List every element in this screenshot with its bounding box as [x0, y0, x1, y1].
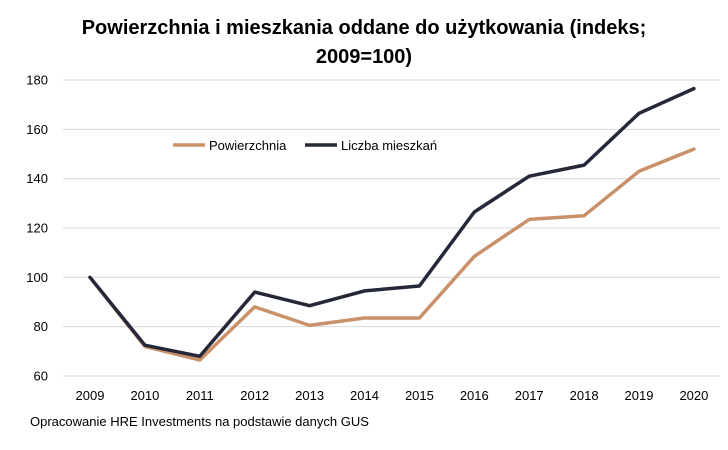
x-tick-label: 2017 — [515, 388, 544, 403]
y-tick-label: 160 — [26, 122, 48, 137]
y-axis-ticks: 60 80 100 120 140 160 180 — [26, 73, 48, 384]
y-tick-label: 120 — [26, 221, 48, 236]
x-tick-label: 2009 — [76, 388, 105, 403]
legend: Powierzchnia Liczba mieszkań — [173, 138, 437, 153]
x-tick-label: 2018 — [570, 388, 599, 403]
series-line-0 — [88, 147, 696, 362]
x-tick-label: 2015 — [405, 388, 434, 403]
series-lines — [88, 86, 696, 362]
x-tick-label: 2016 — [460, 388, 489, 403]
series-line-1 — [88, 86, 696, 359]
y-tick-label: 80 — [34, 319, 48, 334]
source-note: Opracowanie HRE Investments na podstawie… — [30, 414, 369, 429]
x-tick-label: 2010 — [130, 388, 159, 403]
x-tick-label: 2012 — [240, 388, 269, 403]
x-tick-label: 2011 — [186, 388, 214, 403]
x-tick-label: 2019 — [625, 388, 654, 403]
y-tick-label: 180 — [26, 73, 48, 88]
x-axis-ticks: 2009 2010 2011 2012 2013 2014 2015 2016 2017 2018… — [76, 388, 709, 403]
x-tick-label: 2020 — [679, 388, 708, 403]
y-tick-label: 100 — [26, 270, 48, 285]
y-tick-label: 60 — [34, 369, 48, 384]
chart-title: Powierzchnia i mieszkania oddane do użyt… — [81, 17, 647, 68]
x-tick-label: 2013 — [295, 388, 324, 403]
y-tick-label: 140 — [26, 171, 48, 186]
legend-label-1: Liczba mieszkań — [341, 138, 437, 153]
x-tick-label: 2014 — [350, 388, 379, 403]
legend-label-0: Powierzchnia — [209, 138, 287, 153]
gridlines — [63, 79, 720, 377]
